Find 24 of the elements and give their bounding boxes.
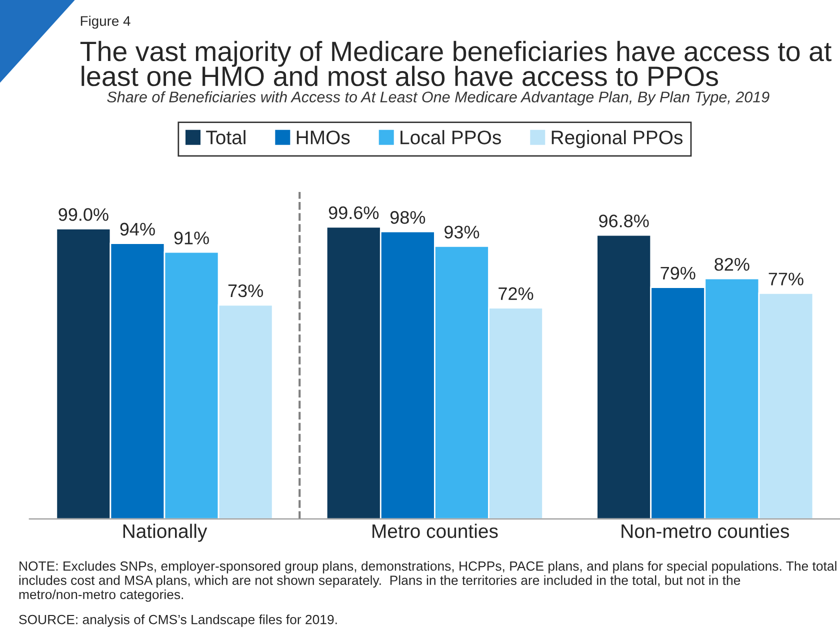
data-label: 77% <box>768 272 804 286</box>
data-label: 98% <box>390 211 426 224</box>
data-label: 73% <box>228 284 263 298</box>
legend-label: Total <box>206 130 246 144</box>
data-label: 91% <box>174 232 209 244</box>
data-label: 93% <box>444 226 480 239</box>
data-label: 72% <box>498 287 534 300</box>
legend-label: Local PPOs <box>400 130 501 144</box>
data-label: 79% <box>660 266 696 280</box>
legend-label: HMOs <box>296 130 350 144</box>
chart-subtitle: Share of Beneficiaries with Access to At Least One Medicare Advantage Plan, By Plan Type, 2019 <box>107 91 770 106</box>
x-tick-label: Non-metro counties <box>622 524 790 538</box>
data-label: 82% <box>714 258 750 271</box>
data-label: 99.6% <box>328 206 379 220</box>
caption: Figure 4 <box>80 16 130 29</box>
data-label: 94% <box>120 222 155 236</box>
x-tick-label: Metro counties <box>372 524 498 538</box>
data-label: 99.0% <box>58 208 108 221</box>
source-note: SOURCE: analysis of CMS’s Landscape files for 2019. <box>19 614 337 627</box>
x-tick-label: Nationally <box>123 524 208 542</box>
text: NOTE: Excludes SNPs, employer-sponsored group plans, demonstrations, HCPPs, PACE plans, and plans for special populations. The total includes cost and MSA plans, which are not shown separately. Plans in the territories are included in the total, but not in the metro/non-metro categories. <box>19 561 836 602</box>
chart-title: The vast majority of Medicare beneficiaries have access to at least one HMO and most also have access to PPOs <box>80 40 832 86</box>
data-label: 96.8% <box>599 214 649 228</box>
legend-label: Regional PPOs <box>552 130 683 148</box>
